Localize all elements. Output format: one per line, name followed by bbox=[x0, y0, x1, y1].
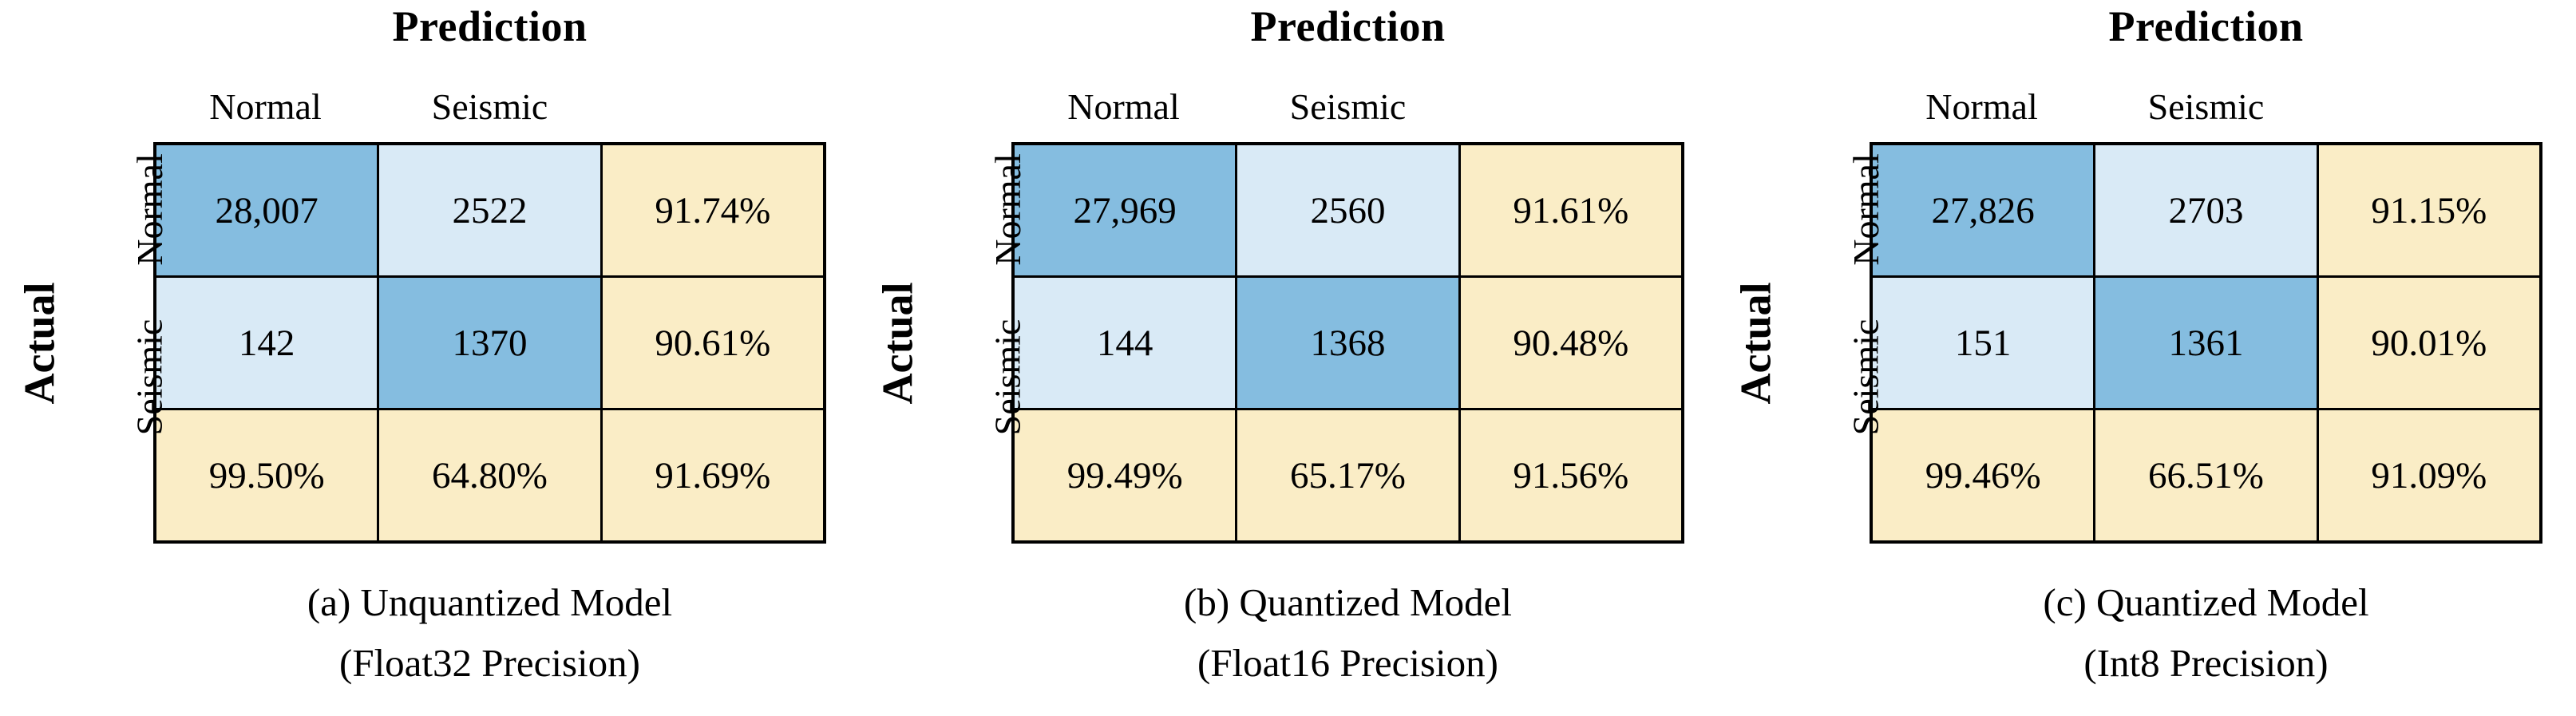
cell-seismic-precision: 64.80% bbox=[379, 410, 600, 540]
cell-true-normal: 27,826 bbox=[1873, 145, 2094, 275]
column-label-normal: Normal bbox=[209, 86, 322, 127]
cell-true-normal: 28,007 bbox=[156, 145, 378, 275]
cell-seismic-recall: 90.61% bbox=[602, 278, 823, 408]
cell-seismic-recall: 90.01% bbox=[2318, 278, 2539, 408]
prediction-axis-title: Prediction bbox=[1250, 2, 1446, 50]
panel-caption: (b) Quantized Model (Float16 Precision) bbox=[1011, 544, 1684, 716]
cell-seismic-recall: 90.48% bbox=[1460, 278, 1681, 408]
cell-seismic-as-normal: 142 bbox=[156, 278, 378, 408]
row-labels: Normal Seismic bbox=[949, 142, 1027, 544]
panel-unquantized-float32: Prediction Normal Seismic Actual Normal … bbox=[0, 0, 858, 716]
cell-normal-as-seismic: 2703 bbox=[2095, 145, 2317, 275]
cell-normal-recall: 91.15% bbox=[2318, 145, 2539, 275]
column-label-normal: Normal bbox=[1925, 86, 2038, 127]
cell-overall-accuracy: 91.69% bbox=[602, 410, 823, 540]
caption-line-1: (c) Quantized Model bbox=[2043, 580, 2369, 624]
row-labels: Normal Seismic bbox=[1807, 142, 1886, 544]
cell-true-seismic: 1361 bbox=[2095, 278, 2317, 408]
column-label-seismic: Seismic bbox=[431, 86, 548, 127]
actual-axis-title: Actual bbox=[873, 282, 922, 404]
cell-seismic-as-normal: 144 bbox=[1015, 278, 1236, 408]
cell-normal-recall: 91.61% bbox=[1460, 145, 1681, 275]
actual-axis-title: Actual bbox=[15, 282, 64, 404]
cell-normal-precision: 99.50% bbox=[156, 410, 378, 540]
cell-seismic-precision: 65.17% bbox=[1237, 410, 1458, 540]
cell-seismic-precision: 66.51% bbox=[2095, 410, 2317, 540]
cell-true-normal: 27,969 bbox=[1015, 145, 1236, 275]
cell-true-seismic: 1370 bbox=[379, 278, 600, 408]
cell-overall-accuracy: 91.56% bbox=[1460, 410, 1681, 540]
cell-normal-precision: 99.46% bbox=[1873, 410, 2094, 540]
column-label-normal: Normal bbox=[1067, 86, 1180, 127]
caption-line-2: (Float16 Precision) bbox=[1197, 641, 1498, 685]
caption-line-1: (a) Unquantized Model bbox=[307, 580, 673, 624]
panel-caption: (a) Unquantized Model (Float32 Precision… bbox=[153, 544, 826, 716]
panel-caption: (c) Quantized Model (Int8 Precision) bbox=[1870, 544, 2542, 716]
column-label-seismic: Seismic bbox=[1289, 86, 1407, 127]
cell-normal-recall: 91.74% bbox=[602, 145, 823, 275]
cell-normal-precision: 99.49% bbox=[1015, 410, 1236, 540]
actual-axis-title: Actual bbox=[1731, 282, 1780, 404]
confusion-matrix: 28,007 2522 91.74% 142 1370 90.61% 99.50… bbox=[153, 142, 826, 544]
panel-quantized-int8: Prediction Normal Seismic Actual Normal … bbox=[1716, 0, 2574, 716]
cell-true-seismic: 1368 bbox=[1237, 278, 1458, 408]
caption-line-2: (Float32 Precision) bbox=[339, 641, 640, 685]
confusion-matrix: 27,826 2703 91.15% 151 1361 90.01% 99.46… bbox=[1870, 142, 2542, 544]
cell-seismic-as-normal: 151 bbox=[1873, 278, 2094, 408]
cell-normal-as-seismic: 2560 bbox=[1237, 145, 1458, 275]
confusion-matrix: 27,969 2560 91.61% 144 1368 90.48% 99.49… bbox=[1011, 142, 1684, 544]
cell-overall-accuracy: 91.09% bbox=[2318, 410, 2539, 540]
prediction-axis-title: Prediction bbox=[392, 2, 588, 50]
caption-line-2: (Int8 Precision) bbox=[2083, 641, 2329, 685]
caption-line-1: (b) Quantized Model bbox=[1184, 580, 1512, 624]
panel-quantized-float16: Prediction Normal Seismic Actual Normal … bbox=[858, 0, 1716, 716]
column-label-seismic: Seismic bbox=[2147, 86, 2265, 127]
row-labels: Normal Seismic bbox=[91, 142, 169, 544]
cell-normal-as-seismic: 2522 bbox=[379, 145, 600, 275]
prediction-axis-title: Prediction bbox=[2108, 2, 2304, 50]
